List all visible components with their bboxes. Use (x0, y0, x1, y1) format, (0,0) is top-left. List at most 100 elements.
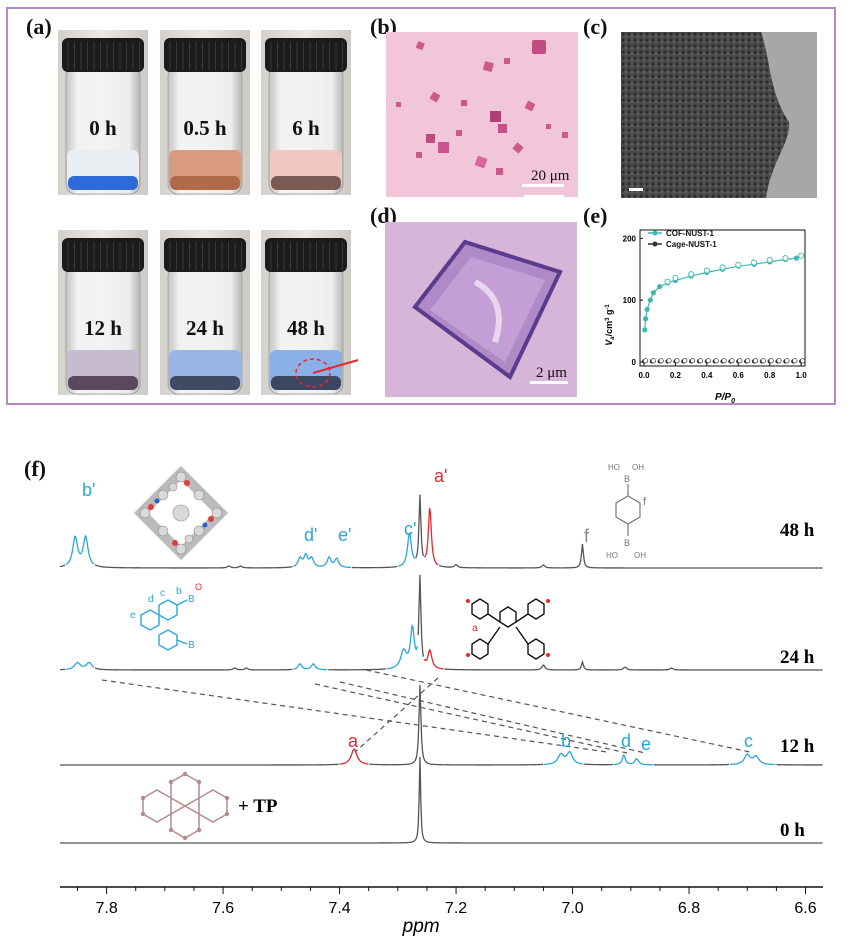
spectrum-48h (438, 543, 823, 569)
boronic-label-ho-bot: HO (606, 551, 618, 560)
spectrum-12h (369, 684, 544, 766)
spectrum-12h (730, 753, 776, 766)
boronic-label-b-bot: B (624, 538, 630, 548)
spectrum-24h (423, 648, 444, 670)
biphenyl-label-o: O (195, 582, 202, 592)
spectrum-48h (397, 532, 416, 567)
spectrum-48h (59, 564, 66, 568)
iso-ytick: 200 (623, 234, 637, 243)
vial-3: 12 h (58, 230, 148, 395)
spectrum-48h (65, 534, 95, 566)
top-figure-frame (6, 7, 836, 405)
scalebar-label-d: 2 μm (536, 365, 567, 381)
isotherm-chart-e: 0.0 0.2 0.4 0.6 0.8 1.0 0 100 200 COF-NUST-1 Cag… (604, 229, 808, 405)
polymer-network-molecule-icon (140, 771, 230, 841)
peak-label-c: c (744, 731, 753, 751)
vial-0: 0 h (58, 30, 148, 195)
peak-label-e: e (641, 734, 651, 754)
biphenyl-label-b2: B (188, 640, 195, 651)
biphenyl-label-d: d (148, 594, 154, 605)
iso-xtick: 1.0 (796, 371, 808, 380)
nmr-xtick: 7.0 (561, 900, 583, 917)
spectrum-24h (417, 574, 425, 657)
red-arrow (312, 359, 358, 374)
iso-ylabel: Va/cm3 g-1 (604, 304, 616, 346)
dash-link-e (339, 681, 646, 754)
boronic-acid-molecule-icon: B HO OH f B HO OH (606, 463, 647, 560)
spectrum-label-12h: 12 h (780, 736, 815, 757)
peak-label-a-prime: a' (434, 466, 447, 486)
triptycene-molecule-icon: a (466, 598, 550, 660)
iso-xtick: 0.2 (670, 371, 682, 380)
crystal-image-d (385, 222, 577, 397)
microscopy-image-b (386, 32, 578, 197)
spectrum-12h (543, 750, 584, 765)
peak-label-d: d (621, 731, 631, 751)
vial-time-label: 24 h (186, 316, 224, 340)
nmr-xtick: 6.6 (794, 900, 816, 917)
peak-label-d-prime: d' (304, 525, 317, 545)
vial-time-label: 0.5 h (183, 116, 227, 140)
biphenyl-label-e: e (130, 610, 136, 621)
vial-4: 24 h (160, 230, 250, 395)
spectrum-12h (339, 748, 369, 765)
peak-label-e-prime: e' (338, 525, 351, 545)
boronic-label-oh-bot: OH (634, 551, 646, 560)
panel-label-e: (e) (583, 203, 608, 228)
boronic-label-ho-top: HO (608, 463, 620, 472)
cage-molecule-icon (133, 465, 229, 561)
boronic-label-f: f (643, 496, 647, 508)
spectrum-24h (386, 623, 418, 670)
vial-2: 6 h (261, 30, 351, 195)
triptycene-label-a: a (472, 623, 478, 634)
iso-xtick: 0.0 (638, 371, 650, 380)
iso-xtick: 0.4 (701, 371, 713, 380)
dash-link-b (101, 679, 608, 753)
scalebar-label-b: 20 μm (531, 168, 570, 184)
dash-link-d (314, 683, 628, 754)
spectrum-12h (60, 763, 339, 766)
panel-label-f: (f) (24, 456, 46, 481)
nmr-xtick: 7.8 (95, 900, 117, 917)
iso-legend-cof: COF-NUST-1 (666, 229, 715, 238)
dash-link-c (365, 669, 751, 753)
nmr-xtick: 7.4 (328, 900, 350, 917)
spectrum-24h (66, 661, 95, 670)
vial-time-label: 6 h (292, 116, 320, 140)
spectrum-24h (94, 667, 293, 671)
nmr-xtick: 7.6 (212, 900, 234, 917)
iso-xtick: 0.6 (733, 371, 745, 380)
spectrum-label-0h: 0 h (780, 820, 805, 841)
biphenyl-label-b1: B (188, 594, 195, 605)
peak-label-f: f (584, 526, 590, 546)
iso-ytick: 100 (623, 296, 637, 305)
spectrum-48h (423, 507, 439, 566)
spectrum-label-24h: 24 h (780, 647, 815, 668)
peak-label-b-prime: b' (82, 480, 95, 500)
biphenyl-boronate-molecule-icon: e d c b B B O (130, 582, 202, 651)
spectrum-24h (293, 662, 328, 671)
iso-legend-cage: Cage-NUST-1 (666, 240, 717, 249)
spectrum-24h (328, 668, 386, 671)
spectrum-12h (584, 763, 614, 766)
spectrum-24h (444, 659, 823, 671)
spectrum-48h (351, 565, 398, 569)
tem-image-c (621, 32, 817, 198)
vial-time-label: 0 h (89, 116, 117, 140)
spectrum-48h (293, 552, 351, 569)
iso-ytick: 0 (632, 358, 637, 367)
nmr-xlabel: ppm (402, 916, 440, 937)
plus-tp-label: + TP (238, 796, 278, 817)
peak-label-a: a (348, 731, 359, 751)
vial-time-label: 12 h (84, 316, 122, 340)
dash-link-a (354, 677, 439, 753)
nmr-xtick: 6.8 (678, 900, 700, 917)
biphenyl-label-b: b (176, 586, 182, 597)
vial-photos: 0 h 0.5 h 6 h 12 h 24 h 48 h (58, 30, 358, 395)
panel-label-c: (c) (583, 14, 608, 39)
iso-xlabel: P/P0 (715, 392, 735, 405)
spectrum-48h (415, 494, 425, 559)
vial-time-label: 48 h (287, 316, 325, 340)
boronic-label-oh-top: OH (632, 463, 644, 472)
